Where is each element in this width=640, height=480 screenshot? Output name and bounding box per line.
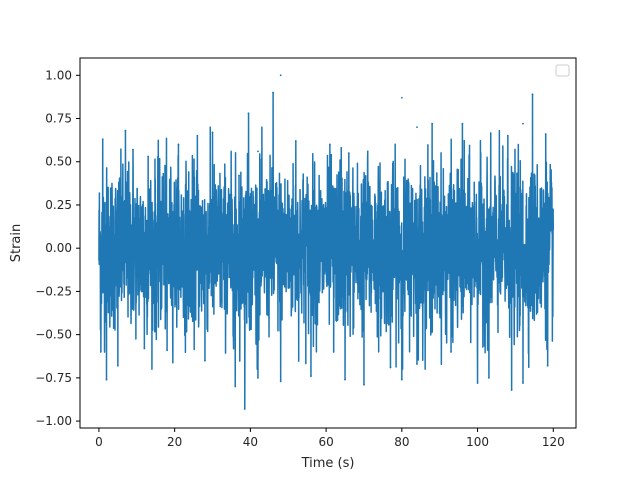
x-tick-label: 120 [542, 435, 565, 449]
strain-extreme-point [204, 359, 206, 362]
strain-extreme-point [389, 366, 392, 369]
strain-extreme-point [279, 380, 282, 383]
y-tick-label: 0.00 [45, 241, 72, 255]
strain-extreme-point [332, 351, 335, 353]
y-tick-label: −1.00 [35, 414, 72, 428]
strain-extreme-point [177, 143, 180, 146]
x-tick-label: 40 [243, 435, 258, 449]
x-tick-label: 100 [466, 435, 489, 449]
strain-extreme-point [522, 122, 524, 125]
strain-extreme-point [347, 152, 350, 154]
x-axis-ticks: 0 20 40 60 80 100 120 [95, 428, 565, 449]
strain-extreme-point [488, 376, 490, 379]
y-tick-label: 0.75 [45, 112, 72, 126]
strain-extreme-point [257, 150, 259, 153]
strain-extreme-point [116, 364, 119, 367]
strain-extreme-point [400, 96, 403, 99]
y-tick-label: 1.00 [45, 68, 72, 82]
strain-extreme-point [506, 134, 509, 137]
strain-extreme-point [132, 148, 134, 151]
strain-extreme-point [310, 375, 312, 378]
strain-extreme-point [247, 112, 250, 115]
y-tick-label: −0.25 [35, 284, 72, 298]
strain-extreme-point [416, 363, 418, 365]
y-axis-label: Strain [9, 224, 24, 263]
strain-extreme-point [105, 378, 108, 381]
strain-extreme-point [272, 91, 274, 94]
strain-extreme-point [143, 347, 146, 350]
strain-extreme-point [531, 93, 534, 96]
strain-extreme-point [162, 172, 165, 175]
strain-extreme-point [416, 126, 418, 129]
strain-extreme-point [431, 122, 434, 125]
y-tick-label: −0.50 [35, 328, 72, 342]
strain-extreme-point [400, 378, 403, 381]
strain-extreme-point [510, 389, 513, 391]
plot-frame [79, 57, 577, 429]
strain-extreme-point [211, 131, 214, 134]
strain-extreme-point [476, 382, 479, 384]
strain-extreme-point [234, 385, 237, 388]
x-tick-label: 80 [394, 435, 409, 449]
strain-extreme-point [279, 74, 282, 77]
series-layer [98, 74, 555, 410]
strain-extreme-point [546, 364, 549, 367]
strain-extreme-point [147, 155, 150, 158]
strain-extreme-point [196, 134, 199, 137]
strain-extreme-point [344, 378, 346, 381]
strain-extreme-point [238, 174, 240, 177]
y-tick-label: −0.75 [35, 371, 72, 385]
strain-extreme-point [294, 140, 297, 142]
legend-box [555, 64, 570, 77]
strain-extreme-point [340, 147, 343, 149]
strain-extreme-point [544, 133, 547, 135]
strain-extreme-point [99, 351, 102, 353]
strain-extreme-point [243, 408, 246, 410]
strain-extreme-point [461, 122, 464, 125]
y-tick-label: 0.25 [45, 198, 72, 212]
x-tick-label: 0 [95, 435, 103, 449]
strain-extreme-point [450, 351, 452, 353]
strain-extreme-point [166, 349, 168, 352]
strain-extreme-point [366, 150, 369, 153]
strain-extreme-point [522, 382, 524, 384]
legend [555, 64, 570, 77]
strain-extreme-point [328, 143, 331, 146]
strain-extreme-point [101, 138, 104, 141]
strain-extreme-point [124, 129, 127, 132]
y-tick-label: 0.50 [45, 155, 72, 169]
x-tick-label: 60 [318, 435, 333, 449]
strain-extreme-point [257, 376, 259, 379]
strain-extreme-point [363, 383, 365, 386]
x-axis-label: Time (s) [301, 456, 355, 471]
y-axis-ticks: −1.00 −0.75 −0.50 −0.25 0.00 0.25 0.50 0.75 1.00 [35, 68, 80, 428]
x-tick-label: 20 [167, 435, 182, 449]
